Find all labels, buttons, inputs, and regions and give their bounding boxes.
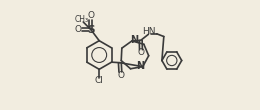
Text: CH₃: CH₃ bbox=[75, 15, 89, 24]
Text: N: N bbox=[130, 35, 138, 45]
Text: S: S bbox=[87, 25, 95, 35]
Text: O: O bbox=[74, 25, 81, 34]
Text: Cl: Cl bbox=[95, 76, 104, 85]
Text: O: O bbox=[117, 71, 124, 80]
Text: O: O bbox=[87, 11, 94, 20]
Text: HN: HN bbox=[142, 27, 155, 36]
Text: O: O bbox=[138, 48, 145, 57]
Text: N: N bbox=[136, 61, 144, 71]
